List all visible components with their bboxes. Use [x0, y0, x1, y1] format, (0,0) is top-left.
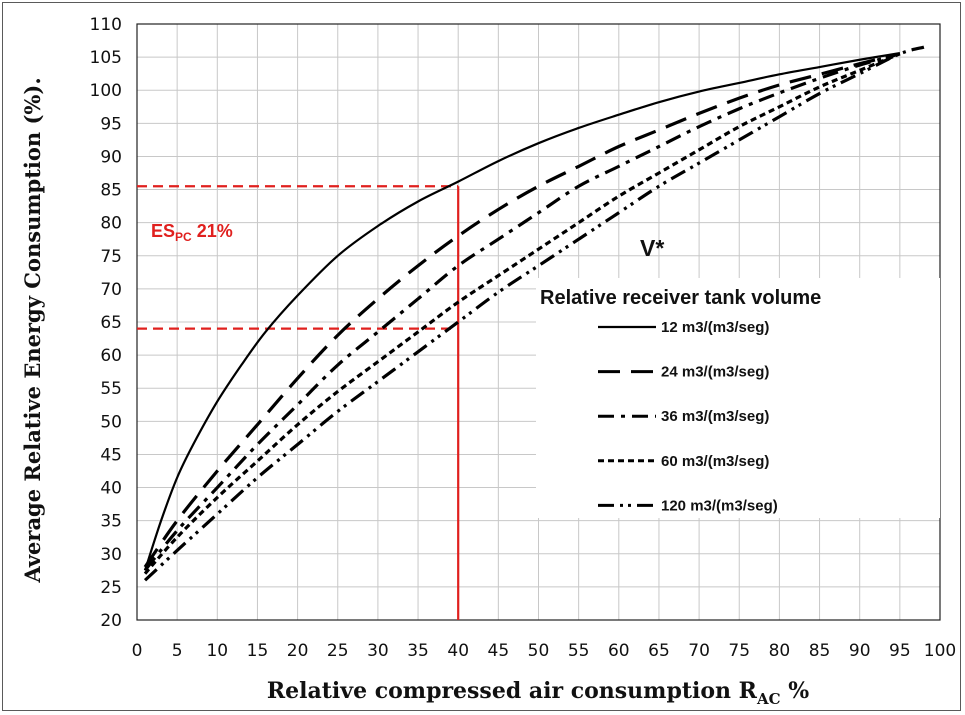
x-tick-label-17: 85 [809, 641, 831, 661]
y-tick-label-5: 45 [100, 445, 122, 465]
x-tick-label-16: 80 [769, 641, 791, 661]
x-tick-label-1: 5 [172, 641, 183, 661]
y-axis-title: Average Relative Energy Consumption (%). [20, 77, 45, 583]
y-tick-label-4: 40 [100, 479, 122, 499]
series-line-5 [143, 45, 925, 582]
x-tick-label-5: 25 [327, 641, 349, 661]
y-tick-label-18: 110 [90, 15, 122, 35]
y-tick-label-9: 65 [100, 313, 122, 333]
y-tick-label-15: 95 [100, 114, 122, 134]
y-tick-label-7: 55 [100, 379, 122, 399]
x-tick-label-14: 70 [688, 641, 710, 661]
x-axis-title-subscript: AC [756, 690, 781, 708]
x-tick-label-0: 0 [132, 641, 143, 661]
y-tick-label-3: 35 [100, 512, 122, 532]
x-tick-label-2: 10 [206, 641, 228, 661]
y-tick-label-11: 75 [100, 247, 122, 267]
es-value: 21% [192, 221, 233, 241]
series-line-2 [143, 52, 901, 568]
legend-label-4: 60 m3/(m3/seg) [661, 453, 769, 470]
legend-title: Relative receiver tank volume [540, 287, 821, 309]
y-tick-label-12: 80 [100, 214, 122, 234]
x-tick-label-11: 55 [568, 641, 590, 661]
x-tick-labels: 0 5 10 15 20 25 30 35 40 45 50 55 60 65 70 75 80 85 90 95 10… [132, 641, 957, 661]
x-axis-title-main: Relative compressed air consumption R [267, 678, 758, 704]
x-tick-label-9: 45 [488, 641, 510, 661]
y-tick-label-13: 85 [100, 181, 122, 201]
y-tick-label-10: 70 [100, 280, 122, 300]
x-tick-label-4: 20 [287, 641, 309, 661]
x-tick-label-10: 50 [528, 641, 550, 661]
x-tick-label-7: 35 [407, 641, 429, 661]
legend-label-3: 36 m3/(m3/seg) [661, 408, 769, 425]
y-tick-label-6: 50 [100, 412, 122, 432]
y-tick-label-1: 25 [100, 578, 122, 598]
es-subscript: PC [175, 230, 192, 244]
legend-label-2: 24 m3/(m3/seg) [661, 364, 769, 381]
legend: 12 m3/(m3/seg) 24 m3/(m3/seg) 36 m3/(m3/se… [598, 319, 778, 514]
x-tick-label-15: 75 [728, 641, 750, 661]
y-tick-label-2: 30 [100, 545, 122, 565]
reference-lines [137, 185, 460, 620]
x-tick-label-6: 30 [367, 641, 389, 661]
es-pc-annotation: ESPC 21% [151, 221, 233, 244]
x-tick-label-12: 60 [608, 641, 630, 661]
series-line-3 [143, 52, 901, 572]
x-tick-label-19: 95 [889, 641, 911, 661]
y-tick-label-14: 90 [100, 147, 122, 167]
x-axis-title: Relative compressed air consumption RAC … [267, 678, 809, 708]
legend-label-1: 12 m3/(m3/seg) [661, 319, 769, 336]
x-tick-label-13: 65 [648, 641, 670, 661]
series-group [143, 45, 925, 582]
es-main-text: ES [151, 221, 175, 241]
v-star-annotation: V* [640, 235, 664, 261]
y-tick-label-0: 20 [100, 611, 122, 631]
y-tick-label-8: 60 [100, 346, 122, 366]
x-tick-label-20: 100 [924, 641, 956, 661]
x-tick-label-18: 90 [849, 641, 871, 661]
y-tick-label-17: 105 [90, 48, 122, 68]
series-line-4 [143, 52, 901, 575]
x-axis-title-suffix: % [781, 678, 810, 704]
y-tick-label-16: 100 [90, 81, 122, 101]
x-tick-label-8: 40 [447, 641, 469, 661]
legend-background [536, 278, 940, 518]
y-tick-labels: 20 25 30 35 40 45 50 55 60 65 70 75 80 85 90 95 100 105 11… [90, 15, 122, 631]
legend-label-5: 120 m3/(m3/seg) [661, 497, 778, 514]
x-tick-label-3: 15 [247, 641, 269, 661]
series-line-1 [143, 52, 901, 571]
